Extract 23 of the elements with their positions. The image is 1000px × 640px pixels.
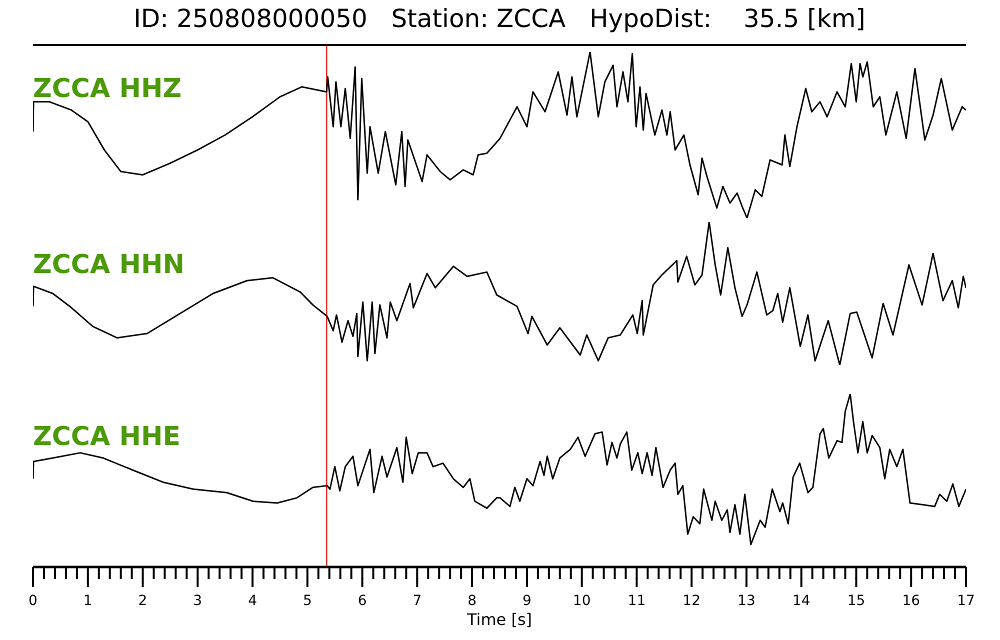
x-axis-title: Time [s] [466, 610, 532, 629]
x-tick-label: 13 [738, 593, 756, 609]
x-tick-label: 3 [193, 593, 202, 609]
x-tick-label: 6 [358, 593, 367, 609]
x-tick-label: 5 [302, 593, 312, 609]
series-label: ZCCA HHZ [33, 74, 182, 104]
series-label: ZCCA HHN [33, 250, 184, 280]
x-tick-label: 2 [138, 593, 148, 609]
x-tick-label: 17 [957, 593, 975, 609]
series-label: ZCCA HHE [33, 422, 180, 452]
x-tick-label: 11 [628, 593, 646, 609]
chart-title: ID: 250808000050 Station: ZCCA HypoDist: 35.5 [km] [33, 0, 966, 46]
x-tick-label: 8 [468, 593, 477, 609]
x-tick-label: 15 [847, 593, 866, 609]
x-tick-label: 7 [412, 593, 422, 609]
x-tick-label: 4 [248, 593, 258, 609]
x-tick-label: 12 [682, 593, 700, 609]
x-tick-label: 1 [83, 593, 92, 609]
x-tick-label: 10 [572, 593, 591, 609]
x-tick-label: 16 [902, 593, 920, 609]
x-tick-label: 9 [522, 593, 532, 609]
x-tick-label: 0 [28, 593, 38, 609]
x-tick-label: 14 [792, 593, 810, 609]
